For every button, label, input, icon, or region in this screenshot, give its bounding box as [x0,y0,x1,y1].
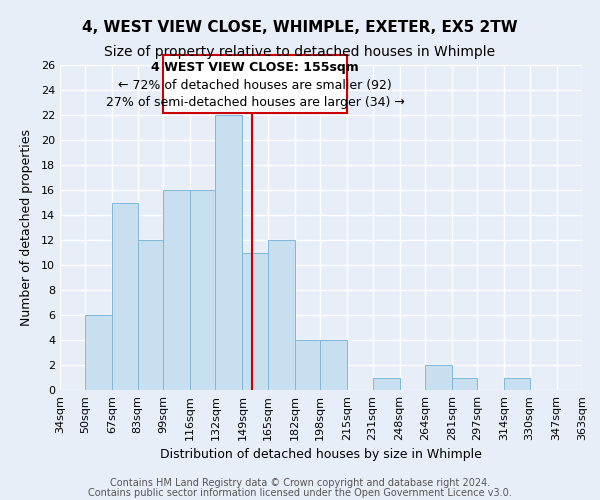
Text: 4 WEST VIEW CLOSE: 155sqm: 4 WEST VIEW CLOSE: 155sqm [151,61,359,74]
Bar [85,315,112,390]
Bar [425,365,452,390]
Text: Contains public sector information licensed under the Open Government Licence v3: Contains public sector information licen… [88,488,512,498]
Bar [163,190,190,390]
Bar [268,240,295,390]
Bar [295,340,320,390]
Bar [504,378,530,390]
X-axis label: Distribution of detached houses by size in Whimple: Distribution of detached houses by size … [160,448,482,462]
Bar [138,240,163,390]
Text: Contains HM Land Registry data © Crown copyright and database right 2024.: Contains HM Land Registry data © Crown c… [110,478,490,488]
Text: Size of property relative to detached houses in Whimple: Size of property relative to detached ho… [104,45,496,59]
Bar [320,340,347,390]
Text: ← 72% of detached houses are smaller (92): ← 72% of detached houses are smaller (92… [118,78,392,92]
FancyBboxPatch shape [163,55,347,112]
Bar [373,378,400,390]
Bar [190,190,215,390]
Text: 4, WEST VIEW CLOSE, WHIMPLE, EXETER, EX5 2TW: 4, WEST VIEW CLOSE, WHIMPLE, EXETER, EX5… [82,20,518,35]
Bar [452,378,477,390]
Text: 27% of semi-detached houses are larger (34) →: 27% of semi-detached houses are larger (… [106,96,404,110]
Bar [112,202,138,390]
Bar [242,252,268,390]
Y-axis label: Number of detached properties: Number of detached properties [20,129,32,326]
Bar [215,115,242,390]
